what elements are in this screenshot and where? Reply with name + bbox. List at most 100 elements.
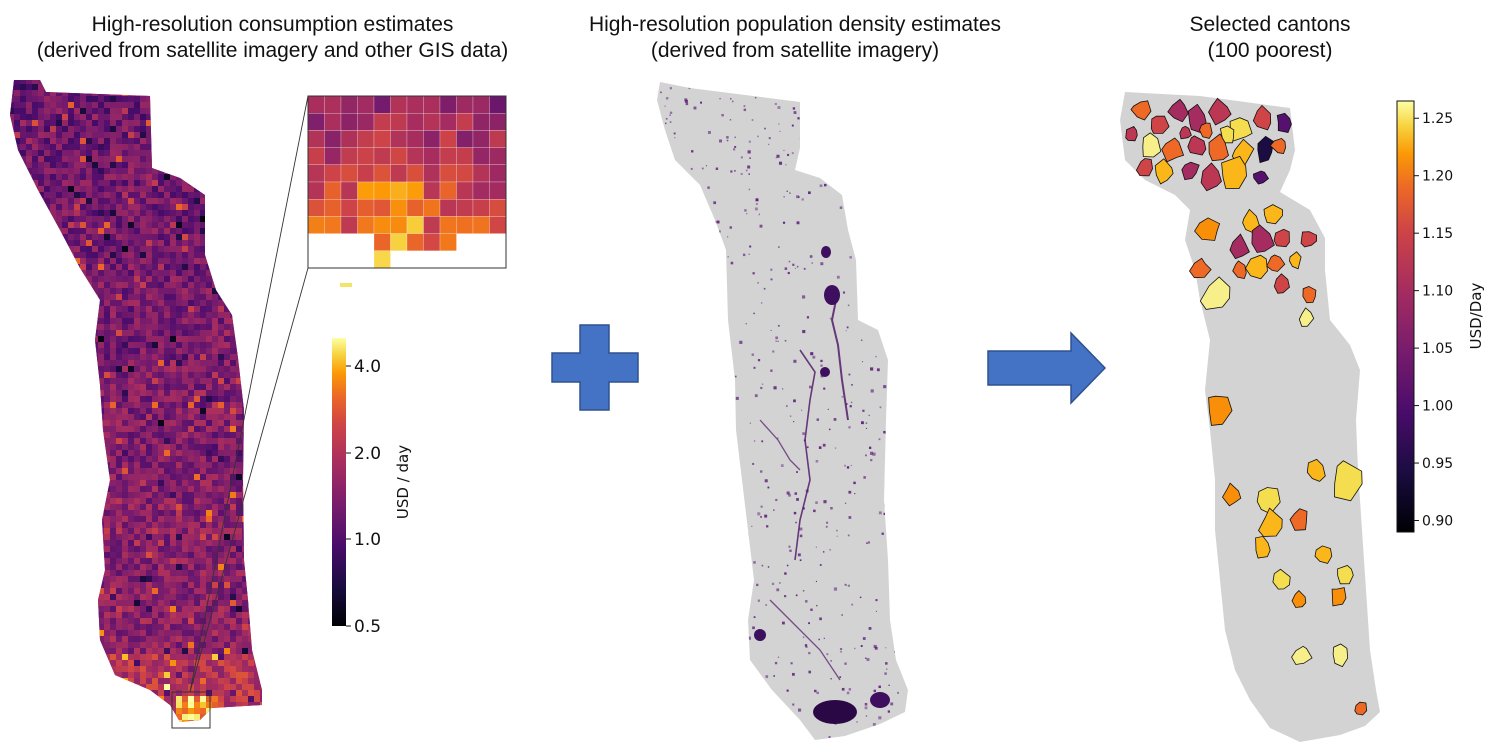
consumption-pixel (56, 330, 62, 336)
consumption-pixel (92, 558, 98, 564)
consumption-pixel (50, 456, 56, 462)
consumption-pixel (20, 558, 26, 564)
consumption-pixel (158, 726, 164, 732)
consumption-pixel (140, 264, 146, 270)
consumption-pixel (140, 246, 146, 252)
consumption-pixel (134, 510, 140, 516)
consumption-pixel (38, 162, 44, 168)
consumption-pixel (182, 690, 188, 696)
consumption-pixel (56, 426, 62, 432)
consumption-pixel (254, 300, 260, 306)
consumption-pixel (128, 270, 134, 276)
consumption-pixel (206, 270, 212, 276)
consumption-pixel (170, 648, 176, 654)
consumption-pixel (92, 354, 98, 360)
consumption-pixel (80, 498, 86, 504)
consumption-pixel (38, 510, 44, 516)
consumption-pixel (26, 318, 32, 324)
consumption-pixel (200, 660, 206, 666)
consumption-pixel (188, 294, 194, 300)
consumption-pixel (200, 492, 206, 498)
consumption-pixel (104, 540, 110, 546)
consumption-pixel (104, 306, 110, 312)
consumption-pixel (44, 228, 50, 234)
consumption-pixel (38, 222, 44, 228)
consumption-pixel (110, 714, 116, 720)
inset-pixel (324, 147, 342, 166)
consumption-pixel (182, 546, 188, 552)
consumption-pixel (74, 420, 80, 426)
consumption-pixel (206, 312, 212, 318)
consumption-pixel (260, 360, 262, 366)
consumption-pixel (110, 378, 116, 384)
consumption-pixel (74, 642, 80, 648)
consumption-pixel (86, 174, 92, 180)
consumption-pixel (98, 228, 104, 234)
consumption-pixel (152, 90, 158, 96)
consumption-pixel (134, 642, 140, 648)
consumption-pixel (152, 270, 158, 276)
consumption-pixel (10, 132, 14, 138)
consumption-pixel (164, 708, 170, 714)
consumption-pixel (80, 234, 86, 240)
consumption-pixel (104, 612, 110, 618)
consumption-pixel (248, 492, 254, 498)
consumption-pixel (74, 288, 80, 294)
consumption-pixel (152, 144, 158, 150)
consumption-pixel (14, 420, 20, 426)
consumption-pixel (68, 498, 74, 504)
consumption-pixel (128, 510, 134, 516)
consumption-pixel (230, 348, 236, 354)
consumption-pixel (248, 396, 254, 402)
consumption-pixel (32, 84, 38, 90)
consumption-pixel (98, 636, 104, 642)
consumption-pixel (104, 168, 110, 174)
consumption-pixel (248, 348, 254, 354)
consumption-pixel (236, 696, 242, 702)
consumption-pixel (110, 306, 116, 312)
consumption-pixel (128, 492, 134, 498)
consumption-pixel (104, 576, 110, 582)
consumption-pixel (134, 342, 140, 348)
consumption-pixel (194, 678, 200, 684)
population-dot (658, 706, 661, 709)
consumption-pixel (14, 396, 20, 402)
consumption-pixel (26, 468, 32, 474)
consumption-pixel (182, 462, 188, 468)
consumption-pixel (44, 648, 50, 654)
consumption-pixel (10, 216, 14, 222)
consumption-pixel (68, 240, 74, 246)
consumption-pixel (194, 198, 200, 204)
population-dot (890, 702, 894, 706)
consumption-pixel (212, 546, 218, 552)
consumption-pixel (158, 714, 164, 720)
consumption-pixel (68, 402, 74, 408)
consumption-pixel (218, 162, 224, 168)
consumption-pixel (230, 288, 236, 294)
population-dot (672, 727, 675, 729)
consumption-pixel (164, 120, 170, 126)
consumption-pixel (188, 486, 194, 492)
consumption-pixel (182, 264, 188, 270)
consumption-pixel (140, 318, 146, 324)
consumption-pixel (224, 678, 230, 684)
consumption-pixel (140, 330, 146, 336)
consumption-pixel (68, 336, 74, 342)
consumption-pixel (122, 108, 128, 114)
consumption-pixel (194, 528, 200, 534)
consumption-pixel (74, 192, 80, 198)
consumption-pixel (188, 528, 194, 534)
consumption-pixel (32, 366, 38, 372)
consumption-pixel (14, 168, 20, 174)
consumption-pixel (176, 312, 182, 318)
consumption-pixel (152, 726, 158, 732)
inset-pixel (472, 112, 490, 131)
consumption-pixel (68, 366, 74, 372)
consumption-pixel (44, 210, 50, 216)
consumption-pixel (188, 552, 194, 558)
consumption-pixel (218, 132, 224, 138)
consumption-pixel (98, 120, 104, 126)
population-dot (729, 226, 732, 229)
consumption-pixel (26, 420, 32, 426)
consumption-pixel (158, 216, 164, 222)
